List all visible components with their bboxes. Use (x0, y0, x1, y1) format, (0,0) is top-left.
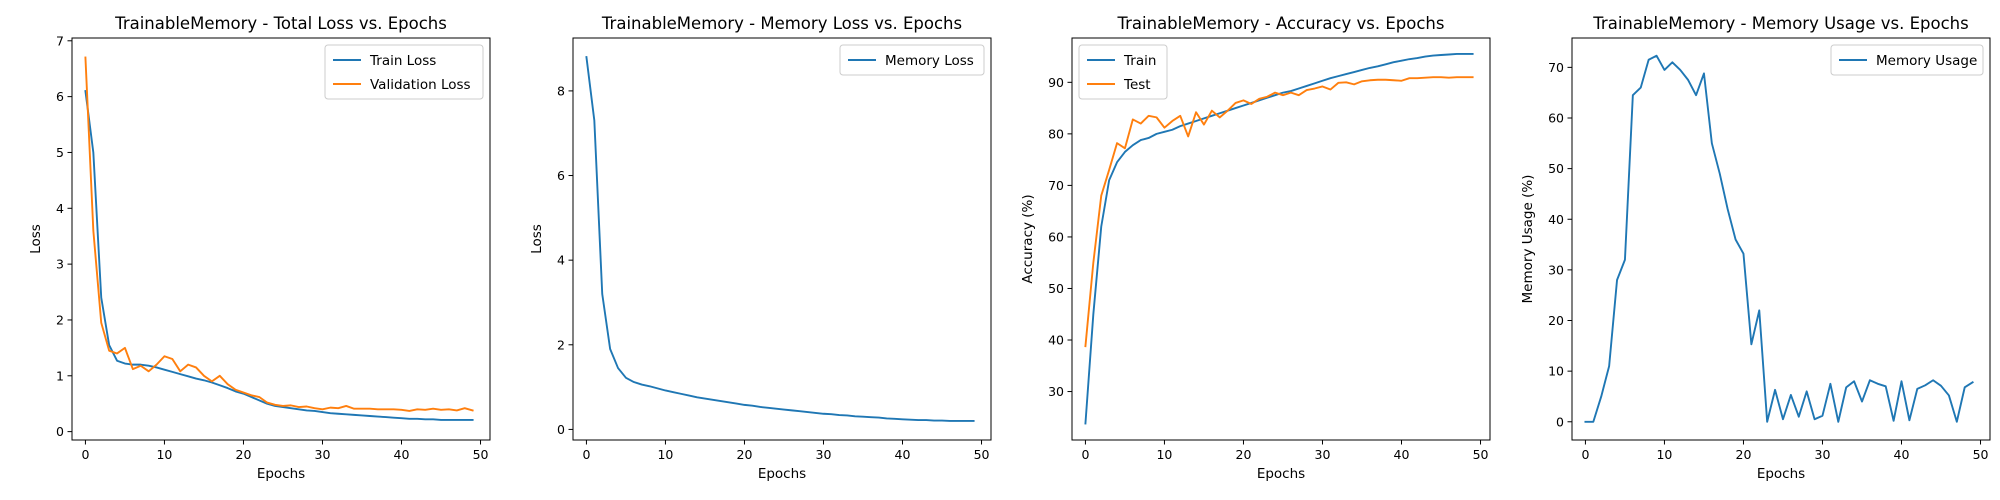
y-tick-label: 8 (557, 83, 565, 98)
chart-title: TrainableMemory - Accuracy vs. Epochs (1116, 14, 1444, 33)
x-axis-label: Epochs (1757, 466, 1805, 482)
x-tick-label: 30 (315, 447, 331, 462)
x-tick-label: 20 (236, 447, 252, 462)
legend-label: Train (1123, 53, 1156, 69)
x-tick-label: 30 (816, 447, 832, 462)
y-tick-label: 6 (56, 89, 64, 104)
x-tick-label: 10 (1656, 447, 1672, 462)
y-tick-label: 20 (1548, 313, 1564, 328)
plot-frame (1571, 37, 1991, 441)
y-tick-label: 70 (1548, 60, 1564, 75)
x-tick-label: 10 (1156, 447, 1172, 462)
x-tick-label: 40 (1894, 447, 1910, 462)
x-tick-label: 0 (81, 447, 89, 462)
x-tick-label: 0 (1581, 447, 1589, 462)
plot-frame (572, 37, 992, 441)
legend: Memory Loss (839, 44, 985, 76)
legend-label: Test (1123, 77, 1151, 93)
y-tick-label: 10 (1548, 364, 1564, 379)
x-tick-label: 40 (1394, 447, 1410, 462)
legend-box (1830, 44, 1984, 76)
legend-box (1078, 44, 1168, 100)
x-tick-label: 10 (156, 447, 172, 462)
y-tick-label: 70 (1048, 178, 1064, 193)
y-tick-label: 40 (1548, 212, 1564, 227)
y-axis-label: Memory Usage (%) (1520, 175, 1536, 304)
legend-label: Validation Loss (370, 77, 471, 93)
x-tick-label: 0 (1081, 447, 1089, 462)
x-tick-label: 50 (1473, 447, 1489, 462)
legend: Train Loss Validation Loss (324, 44, 484, 100)
y-tick-label: 30 (1048, 384, 1064, 399)
chart-panel-2: TrainableMemory - Memory Loss vs. Epochs… (529, 14, 992, 482)
x-tick-label: 20 (737, 447, 753, 462)
chart-panel-3: TrainableMemory - Accuracy vs. Epochs 0 10… (1020, 14, 1491, 482)
y-tick-label: 50 (1548, 161, 1564, 176)
y-axis-label: Accuracy (%) (1020, 194, 1036, 283)
y-tick-label: 7 (56, 33, 64, 48)
x-axis-label: Epochs (1257, 466, 1305, 482)
y-tick-label: 6 (557, 168, 565, 183)
series-line-test (1084, 76, 1474, 348)
x-tick-label: 50 (473, 447, 489, 462)
y-tick-label: 2 (557, 337, 565, 352)
y-tick-label: 50 (1048, 281, 1064, 296)
y-tick-label: 2 (56, 312, 64, 327)
x-tick-label: 30 (1315, 447, 1331, 462)
x-axis-label: Epochs (257, 466, 305, 482)
series-line-memory-usage (1584, 54, 1974, 423)
y-tick-label: 40 (1048, 333, 1064, 348)
plot-frame (1071, 37, 1491, 441)
x-axis-label: Epochs (758, 466, 806, 482)
legend-label: Memory Usage (1876, 53, 1977, 69)
y-tick-label: 3 (56, 257, 64, 272)
series-line-memory-loss (585, 55, 975, 422)
x-tick-label: 30 (1815, 447, 1831, 462)
y-tick-label: 60 (1048, 229, 1064, 244)
x-tick-label: 20 (1736, 447, 1752, 462)
y-tick-label: 4 (56, 201, 64, 216)
y-tick-label: 90 (1048, 75, 1064, 90)
y-tick-label: 80 (1048, 126, 1064, 141)
chart-title: TrainableMemory - Memory Usage vs. Epoch… (1592, 14, 1968, 33)
y-tick-label: 30 (1548, 262, 1564, 277)
legend-box (324, 44, 484, 100)
y-tick-label: 4 (557, 253, 565, 268)
y-tick-label: 0 (56, 424, 64, 439)
chart-panel-1: TrainableMemory - Total Loss vs. Epochs 0… (28, 14, 491, 482)
x-tick-label: 50 (974, 447, 990, 462)
x-tick-label: 10 (657, 447, 673, 462)
x-tick-label: 40 (394, 447, 410, 462)
x-tick-label: 0 (582, 447, 590, 462)
chart-title: TrainableMemory - Total Loss vs. Epochs (114, 14, 447, 33)
series-line-train-loss (84, 89, 474, 421)
legend: Memory Usage (1830, 44, 1984, 76)
legend-label: Train Loss (369, 53, 436, 69)
y-axis-label: Loss (529, 224, 545, 254)
legend: Train Test (1078, 44, 1168, 100)
chart-title: TrainableMemory - Memory Loss vs. Epochs (601, 14, 962, 33)
y-tick-label: 0 (1556, 414, 1564, 429)
chart-panel-4: TrainableMemory - Memory Usage vs. Epoch… (1520, 14, 1991, 482)
series-line-train (1084, 53, 1474, 425)
x-tick-label: 40 (895, 447, 911, 462)
series-line-validation-loss (84, 56, 474, 412)
y-tick-label: 1 (56, 368, 64, 383)
x-tick-label: 50 (1973, 447, 1989, 462)
y-tick-label: 60 (1548, 110, 1564, 125)
y-tick-label: 0 (557, 422, 565, 437)
plot-frame (71, 37, 491, 441)
y-axis-label: Loss (28, 224, 44, 254)
x-tick-label: 20 (1236, 447, 1252, 462)
legend-box (839, 44, 985, 76)
legend-label: Memory Loss (885, 53, 974, 69)
y-tick-label: 5 (56, 145, 64, 160)
